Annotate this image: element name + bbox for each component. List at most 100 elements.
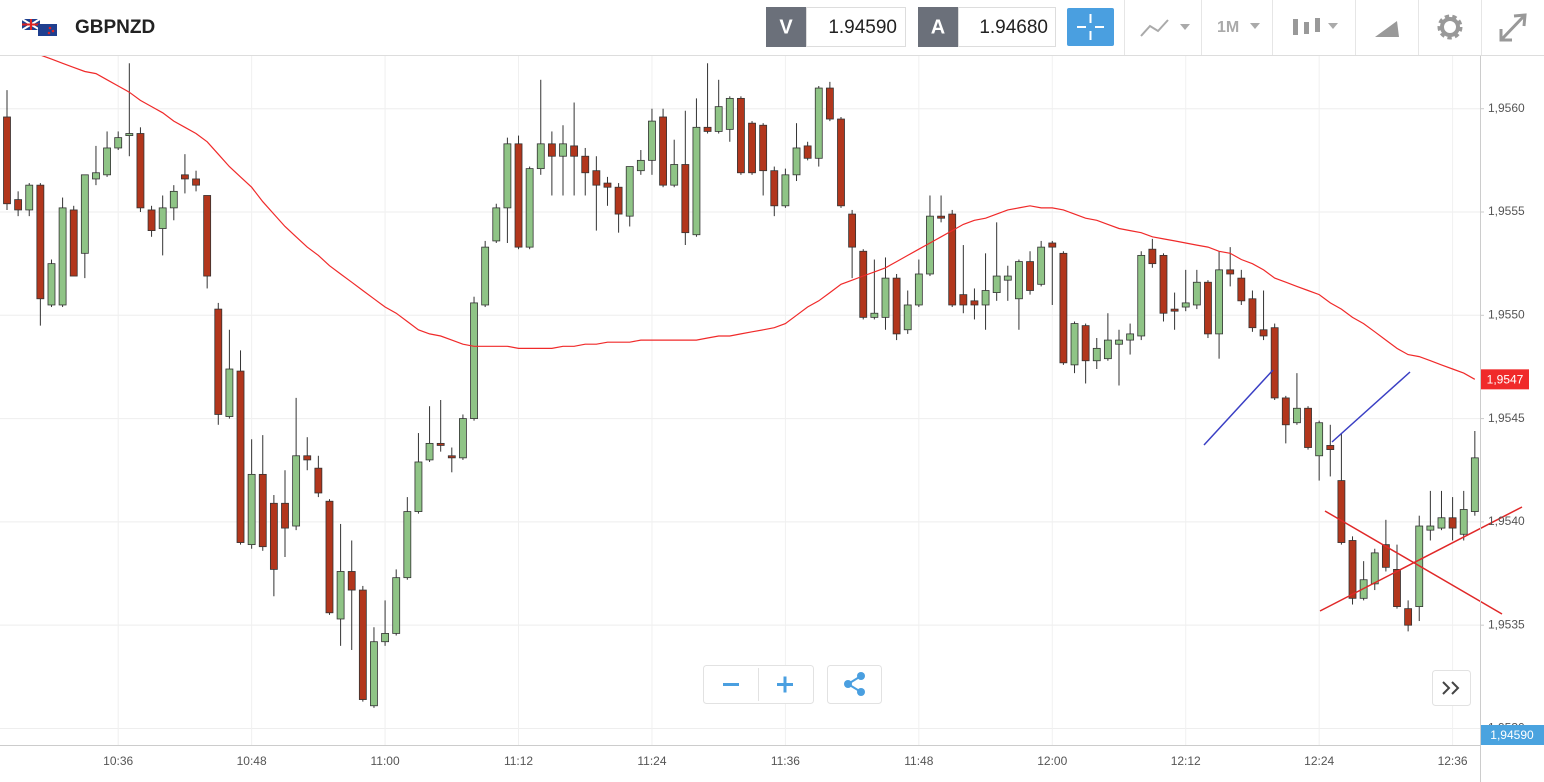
scroll-right-button[interactable] xyxy=(1432,670,1471,706)
candle-body xyxy=(992,275,1001,293)
x-tick-label: 10:36 xyxy=(103,754,133,768)
candle-body xyxy=(158,207,167,229)
draw-icon xyxy=(1375,21,1399,37)
draw-tools-button[interactable] xyxy=(1375,21,1399,37)
buy-button[interactable]: A 1.94680 xyxy=(918,7,1056,47)
fullscreen-button[interactable] xyxy=(1499,13,1527,42)
symbol: GBPNZD xyxy=(75,17,155,38)
candle-body xyxy=(503,143,512,209)
buy-label: A xyxy=(931,16,945,38)
x-tick-label: 11:12 xyxy=(504,754,533,768)
x-tick-label: 12:36 xyxy=(1438,754,1468,768)
candle-type-button[interactable] xyxy=(1293,18,1338,35)
candle-body xyxy=(814,87,823,159)
candle-body xyxy=(1170,308,1179,312)
candle-body xyxy=(1381,544,1390,568)
chevron-icon xyxy=(1451,681,1460,695)
candle-body xyxy=(147,209,156,231)
candle-body xyxy=(1026,261,1034,291)
candle-body xyxy=(1003,275,1012,281)
crosshair-box xyxy=(1067,8,1114,46)
candle-body xyxy=(748,122,756,174)
candle-body xyxy=(425,442,434,461)
candle-body xyxy=(892,277,901,335)
zoom-in-button[interactable] xyxy=(777,676,793,693)
candle-body xyxy=(1270,327,1279,399)
x-tick-label: 11:36 xyxy=(771,754,800,768)
blue-trendline[interactable] xyxy=(1203,369,1274,446)
x-tick-label: 11:24 xyxy=(637,754,666,768)
candle-body xyxy=(80,174,89,254)
y-tick-label: 1,9540 xyxy=(1488,514,1525,528)
chart-type-button[interactable] xyxy=(1140,19,1190,37)
zoom-controls xyxy=(703,665,1471,706)
candle-body xyxy=(47,263,56,306)
candle-body xyxy=(603,182,612,188)
candle-body xyxy=(336,571,345,620)
candle-body xyxy=(514,143,523,248)
candle-body xyxy=(1370,552,1379,585)
candle-body xyxy=(325,500,334,614)
candle-body xyxy=(803,145,812,159)
candle-body xyxy=(625,166,634,217)
timeframe-button[interactable]: 1M xyxy=(1217,19,1260,36)
blue-trendline[interactable] xyxy=(1331,371,1411,443)
candle-body xyxy=(192,178,200,186)
candle-body xyxy=(703,126,712,132)
share-button[interactable] xyxy=(827,665,882,704)
x-tick-label: 12:24 xyxy=(1304,754,1334,768)
candle-body xyxy=(414,461,423,512)
candle-body xyxy=(1293,407,1301,424)
candle-body xyxy=(1337,480,1346,543)
candle-body xyxy=(881,277,890,318)
x-tick-label: 11:48 xyxy=(904,754,933,768)
candle-body xyxy=(1115,339,1123,345)
candle-body xyxy=(1448,517,1457,529)
candle-body xyxy=(281,502,289,529)
candle-body xyxy=(781,174,790,207)
candle-body xyxy=(792,147,801,176)
candle-body xyxy=(269,502,278,570)
current-price-box xyxy=(1481,725,1544,745)
x-tick-label: 10:48 xyxy=(237,754,267,768)
red-trendline[interactable] xyxy=(1319,506,1523,612)
axes: 1,95301,95351,95401,95451,95501,95551,95… xyxy=(103,101,1529,768)
candle-body xyxy=(614,186,623,215)
ma-label: 1,9547 xyxy=(1487,373,1524,387)
candle-body xyxy=(481,246,490,306)
share-icon xyxy=(844,680,852,688)
candle-body xyxy=(1126,333,1135,341)
candle-body xyxy=(1404,608,1413,626)
crosshair-button[interactable] xyxy=(1067,8,1114,46)
sell-price-box xyxy=(806,7,906,47)
candle-body xyxy=(1015,261,1023,300)
flag-star xyxy=(48,26,52,30)
sell-button[interactable]: V 1.94590 xyxy=(766,7,906,47)
candle-body xyxy=(381,633,389,643)
candle-icon xyxy=(1293,19,1298,35)
settings-button[interactable] xyxy=(1437,14,1463,40)
candle-body xyxy=(870,312,879,318)
flag-icon xyxy=(21,18,57,36)
current-price-label: 1,94590 xyxy=(1490,728,1534,742)
candle-body xyxy=(181,174,189,180)
candle-body xyxy=(358,589,367,700)
candle-body xyxy=(659,116,667,186)
candle-body xyxy=(459,418,467,459)
buy-price: 1.94680 xyxy=(979,17,1048,38)
candle-body xyxy=(670,164,679,186)
candle-body xyxy=(636,159,645,172)
candle-body xyxy=(970,300,979,306)
candle-body xyxy=(225,368,234,417)
candle-body xyxy=(247,473,256,546)
candle-body xyxy=(547,143,556,157)
candle-body xyxy=(314,467,323,494)
candle-body xyxy=(1137,254,1146,337)
candle-body xyxy=(436,442,445,446)
candle-body xyxy=(1470,457,1479,512)
flag-nz xyxy=(38,24,57,36)
candle-body xyxy=(114,137,123,149)
candle-body xyxy=(1037,246,1046,285)
